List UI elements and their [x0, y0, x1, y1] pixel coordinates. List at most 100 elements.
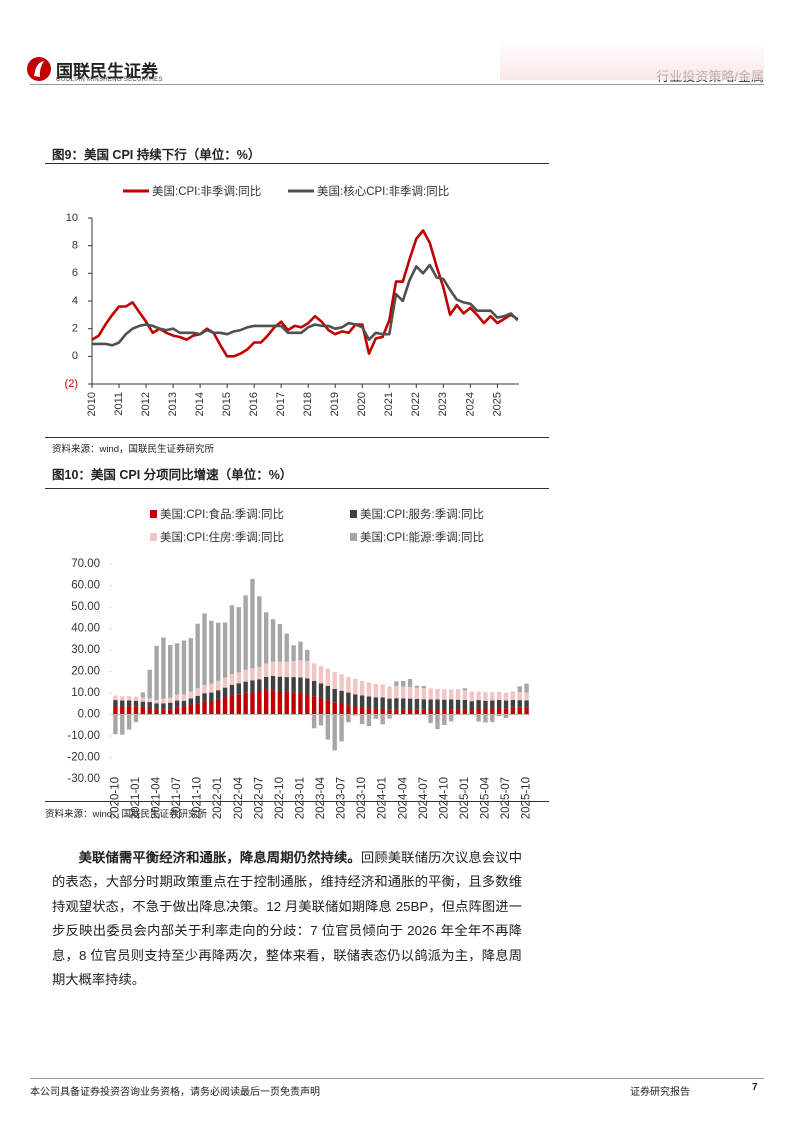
bar [387, 714, 392, 719]
bar [222, 697, 228, 715]
bar [133, 700, 139, 707]
bar [414, 687, 420, 700]
bar [496, 691, 502, 700]
bar [476, 691, 481, 701]
x-tick-label: 2025-01 [459, 777, 471, 819]
bar [195, 695, 200, 704]
bar [325, 668, 331, 686]
bar [202, 693, 207, 702]
bar [455, 699, 461, 710]
bar [503, 700, 509, 709]
bar [257, 666, 262, 680]
bar [236, 694, 241, 715]
bar [407, 698, 413, 710]
y-tick-label: 10 [66, 212, 78, 224]
bar [298, 677, 303, 693]
bar [435, 709, 440, 715]
bar [202, 685, 207, 694]
bar [168, 645, 173, 698]
x-tick-label: 2019 [329, 392, 341, 416]
bar [277, 676, 283, 692]
bar [133, 706, 139, 715]
bar [414, 709, 420, 715]
x-tick-label: 2025 [491, 392, 503, 416]
bar [462, 699, 468, 710]
bar [209, 683, 214, 693]
bar [524, 692, 529, 701]
skyline [500, 40, 764, 80]
bar [126, 714, 132, 730]
bar [428, 699, 433, 710]
bar [517, 686, 522, 693]
bar [483, 700, 488, 709]
figure-title: 图10：美国 CPI 分项同比增速（单位：%） [52, 468, 293, 482]
y-tick-label: 0.00 [78, 709, 100, 721]
legend-swatch [150, 510, 157, 518]
bar [270, 661, 276, 677]
bar [517, 707, 522, 715]
bar [455, 709, 461, 715]
bar [195, 688, 200, 696]
bar [222, 622, 228, 678]
bar [387, 709, 392, 715]
bar [263, 663, 269, 677]
bar [120, 706, 125, 715]
lead: 美联储需平衡经济和通胀，降息周期仍然持续。 [78, 850, 361, 865]
x-tick-label: 2024-07 [418, 777, 430, 819]
bar [113, 706, 118, 715]
bar [332, 702, 337, 715]
bar [428, 709, 433, 715]
bar [394, 685, 399, 699]
bar [113, 695, 118, 701]
x-tick-label: 2013 [167, 392, 179, 416]
y-tick-label: 10.00 [71, 687, 100, 699]
bar [449, 709, 454, 715]
x-tick-label: 2022-10 [274, 777, 286, 819]
bar [216, 699, 221, 715]
bar [277, 623, 283, 662]
bar [421, 699, 426, 710]
x-tick-label: 2015 [221, 392, 233, 416]
bar [250, 668, 255, 681]
bar [291, 660, 296, 678]
bar [517, 700, 522, 708]
bar [263, 689, 269, 715]
x-tick-label: 2020 [356, 392, 368, 416]
x-tick-label: 2021-01 [130, 777, 142, 819]
x-tick-label: 2024-10 [438, 777, 450, 819]
x-tick-label: 2011 [113, 392, 125, 416]
bar [414, 699, 420, 710]
y-tick-label: 50.00 [71, 601, 100, 613]
bar [236, 607, 241, 673]
bar [510, 692, 516, 700]
bar [353, 706, 358, 715]
bar [216, 690, 221, 700]
x-tick-label: 2023-04 [315, 776, 327, 819]
bar [387, 698, 392, 710]
page-number: 7 [752, 1082, 758, 1093]
bar [359, 680, 365, 696]
legend-label: 美国:核心CPI:非季调:同比 [317, 184, 449, 198]
bar [311, 714, 317, 729]
bar [387, 686, 392, 699]
bar [346, 714, 351, 723]
figure-rule [45, 163, 549, 164]
bar [394, 709, 399, 715]
bar [270, 676, 276, 691]
bar [373, 683, 379, 698]
bar [339, 674, 344, 691]
y-tick-label: 6 [72, 267, 78, 279]
bar [421, 685, 426, 689]
bar [270, 690, 276, 715]
bar [469, 701, 474, 711]
bar [257, 679, 262, 692]
bar [435, 699, 440, 710]
bar [353, 694, 358, 707]
bar [243, 681, 248, 693]
bar [291, 645, 296, 661]
x-tick-label: 2023 [437, 392, 449, 416]
bar [503, 692, 509, 701]
bar [188, 691, 193, 699]
bar [154, 645, 159, 700]
